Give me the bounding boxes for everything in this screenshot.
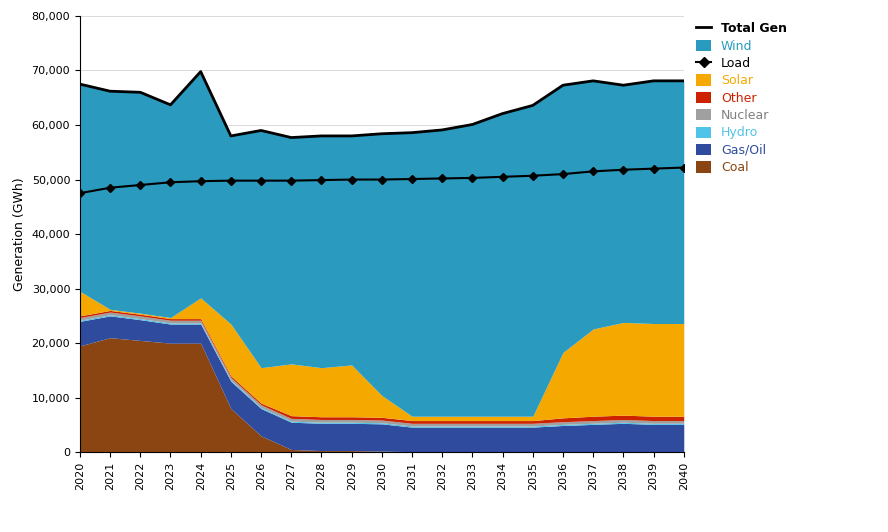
Legend: Total Gen, Wind, Load, Solar, Other, Nuclear, Hydro, Gas/Oil, Coal: Total Gen, Wind, Load, Solar, Other, Nuc… — [696, 22, 787, 174]
Y-axis label: Generation (GWh): Generation (GWh) — [13, 177, 26, 291]
